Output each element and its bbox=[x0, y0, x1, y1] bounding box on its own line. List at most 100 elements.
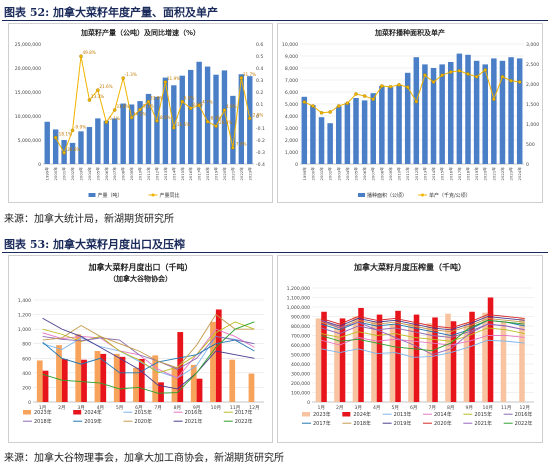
bar bbox=[138, 359, 145, 402]
y-tick: 300,000 bbox=[291, 372, 310, 378]
line-point bbox=[214, 124, 218, 128]
line-point bbox=[354, 92, 358, 96]
y-tick-left: 2,000 bbox=[285, 138, 298, 144]
line-point bbox=[423, 73, 427, 77]
bar bbox=[52, 129, 59, 164]
line-point bbox=[457, 69, 462, 73]
chart-crush: 加拿大菜籽月度压榨量（千吨） 0 100,000 200,000 300,000 400,… bbox=[287, 262, 534, 427]
legend-label: 2015年 bbox=[134, 409, 152, 416]
bar bbox=[94, 351, 101, 402]
line-point bbox=[222, 108, 227, 112]
bar bbox=[321, 311, 327, 402]
x-tick: 2023年 bbox=[509, 167, 514, 181]
legend-label: 2018年 bbox=[353, 420, 371, 427]
x-tick: 2017年 bbox=[457, 167, 462, 181]
bar bbox=[491, 58, 497, 164]
x-tick: 2011年 bbox=[405, 167, 410, 181]
legend-label: 产量（吨） bbox=[98, 192, 123, 199]
line-point bbox=[397, 83, 401, 87]
y-tick: 600,000 bbox=[291, 343, 310, 349]
bar bbox=[519, 318, 525, 402]
line-point bbox=[483, 68, 487, 72]
x-tick: 2019年 bbox=[214, 167, 219, 181]
bar bbox=[482, 312, 488, 402]
bar bbox=[426, 323, 433, 402]
x-tick: 2001年 bbox=[319, 167, 324, 181]
line-point bbox=[405, 85, 410, 89]
legend-label: 2024年 bbox=[353, 411, 371, 418]
bar bbox=[95, 118, 101, 164]
legend-swatch bbox=[342, 412, 351, 417]
bar bbox=[463, 323, 470, 402]
chart-production: 加菜籽产量（公吨）及同比增速（%） 0 5,000,000 10,000,000 15,… bbox=[15, 28, 265, 199]
x-tick: 1月 bbox=[39, 405, 47, 411]
y-tick: 200,000 bbox=[291, 381, 310, 387]
x-tick: 2月 bbox=[336, 405, 344, 411]
x-tick: 2009年 bbox=[129, 167, 134, 181]
legend-swatch bbox=[88, 193, 96, 197]
bar bbox=[119, 356, 126, 402]
line-series bbox=[42, 328, 255, 379]
bar bbox=[36, 360, 43, 402]
line-series bbox=[321, 319, 525, 352]
bar bbox=[500, 321, 507, 402]
x-tick: 2018年 bbox=[205, 167, 210, 181]
chart-exports: 加拿大菜籽月度出口（千吨） （加拿大谷物协会） 0 200 400 600 800 1,000… bbox=[18, 262, 264, 425]
bar bbox=[137, 101, 143, 164]
y-tick-right: 2,000 bbox=[526, 82, 539, 88]
line-point bbox=[474, 75, 479, 79]
legend-label: 单产（千克/公顷） bbox=[429, 192, 471, 199]
x-tick: 2012年 bbox=[414, 167, 419, 181]
x-tick: 2012年 bbox=[154, 167, 159, 181]
x-tick: 5月 bbox=[116, 405, 124, 411]
data-label: -26.3% bbox=[218, 120, 233, 125]
line-point bbox=[371, 97, 375, 101]
y-tick-right: 1,500 bbox=[526, 102, 539, 108]
x-tick: 2008年 bbox=[121, 167, 126, 181]
y-tick-right: 0.2 bbox=[256, 90, 263, 96]
bar bbox=[145, 93, 152, 164]
bar bbox=[179, 75, 185, 164]
line-point bbox=[337, 104, 341, 108]
y-tick-right: -0.4 bbox=[256, 162, 265, 168]
bar bbox=[177, 332, 184, 402]
chart-title: 加拿大菜籽月度压榨量（千吨） bbox=[353, 262, 466, 272]
x-tick: 4月 bbox=[373, 405, 381, 411]
data-label: -9.9% bbox=[74, 124, 86, 129]
x-tick: 1999年 bbox=[45, 167, 50, 181]
legend-label: 2021年 bbox=[185, 418, 203, 425]
legend-label: 2014年 bbox=[434, 411, 452, 418]
legend-label: 2019年 bbox=[84, 418, 102, 425]
y-tick: 600 bbox=[22, 356, 31, 362]
bar bbox=[158, 382, 164, 402]
data-label: -2.0% bbox=[251, 112, 263, 117]
bar bbox=[387, 87, 394, 164]
legend-label: 2024年 bbox=[84, 409, 102, 416]
legend-label: 2022年 bbox=[235, 418, 253, 425]
bar bbox=[196, 61, 202, 165]
chart-panel-exports: 加拿大菜籽月度出口（千吨） （加拿大谷物协会） 0 200 400 600 800 1,000… bbox=[8, 255, 273, 443]
data-label: -30.6% bbox=[66, 147, 81, 152]
x-tick: 2015年 bbox=[440, 167, 445, 181]
legend-label: 2020年 bbox=[134, 418, 152, 425]
y-tick-left: 0 bbox=[38, 162, 41, 168]
x-tick: 8月 bbox=[447, 405, 455, 411]
legend-label: 2016年 bbox=[185, 409, 203, 416]
x-tick: 2000年 bbox=[53, 167, 58, 181]
bar bbox=[75, 334, 82, 402]
y-tick: 800,000 bbox=[291, 324, 310, 330]
bar bbox=[353, 98, 359, 164]
line-point bbox=[345, 101, 350, 105]
data-label: -8.8% bbox=[158, 115, 170, 120]
x-tick: 3月 bbox=[77, 405, 85, 411]
source-2: 来源：加拿大谷物理事会，加拿大加工商协会，新湖期货研究所 bbox=[4, 453, 284, 464]
bar bbox=[301, 96, 308, 164]
bar bbox=[78, 131, 84, 164]
line-point bbox=[180, 99, 185, 104]
y-tick: 400,000 bbox=[291, 362, 310, 368]
legend-label: 2017年 bbox=[313, 420, 331, 427]
line-point bbox=[112, 108, 117, 112]
x-tick: 1999年 bbox=[302, 167, 307, 181]
chart-title: 加菜籽播种面积及单产 bbox=[374, 28, 445, 37]
bar bbox=[154, 96, 160, 164]
